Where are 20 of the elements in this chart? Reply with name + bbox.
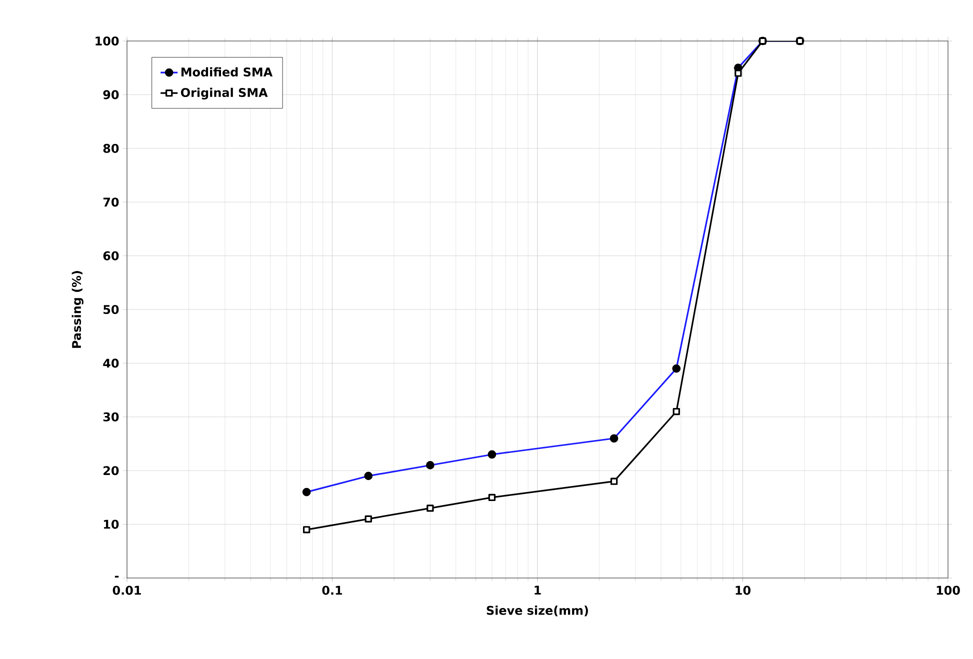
x-tick-label: 0.01 [112,586,141,595]
x-tick-label: 1 [534,586,541,594]
y-tick-label: 70 [103,198,119,207]
y-axis-title: Passing (%) [72,271,84,348]
y-tick-label: 20 [104,466,119,476]
y-tick-label: - [114,576,119,578]
y-tick-label: 80 [103,144,119,153]
legend-label: Modified SMA [181,67,273,77]
x-tick-label: 100 [936,586,960,595]
x-tick-label: 10 [736,586,751,595]
y-tick-label: 90 [103,90,119,100]
y-tick-label: 40 [103,358,119,368]
legend-label: Original SMA [180,88,268,100]
y-tick-label: 10 [104,520,119,529]
x-axis-title: Sieve size(mm) [486,606,588,616]
y-tick-label: 100 [96,36,119,46]
y-tick-label: 60 [103,251,119,260]
y-tick-label: 50 [104,304,119,314]
y-tick-label: 30 [103,412,119,422]
x-tick-label: 0.1 [322,586,342,595]
